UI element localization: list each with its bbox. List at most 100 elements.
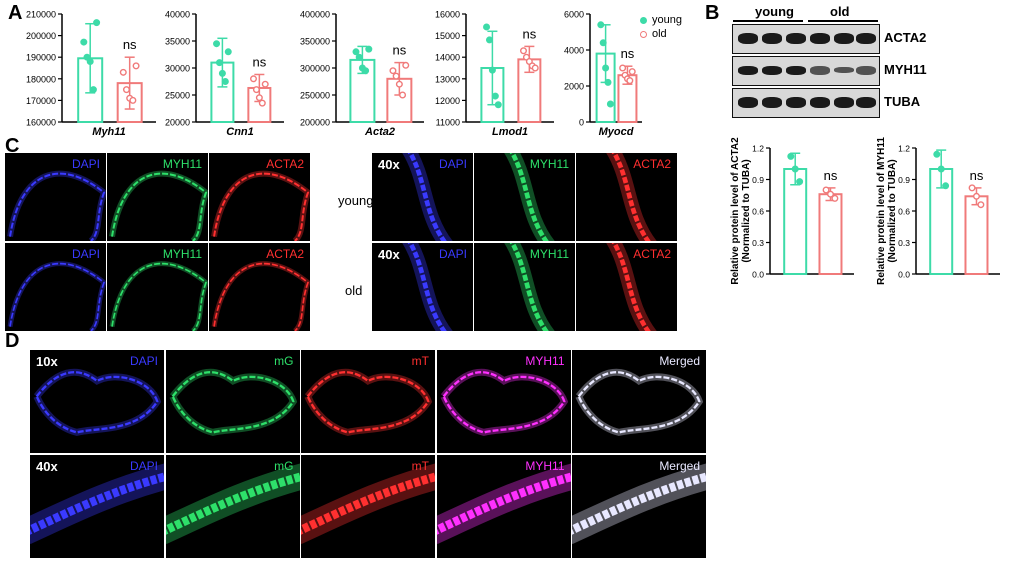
y-tick-label: 0.6	[898, 207, 910, 217]
data-point	[224, 48, 232, 56]
data-point	[129, 96, 137, 104]
micrograph-image	[211, 261, 310, 331]
chart-svg: 160000 170000 180000 190000 200000 210000 ns My…	[26, 10, 156, 138]
channel-label: mG	[274, 354, 294, 368]
micrograph-myh11: MYH11	[436, 350, 571, 453]
data-point	[355, 53, 363, 61]
blot-band	[810, 32, 830, 44]
chart-svg: 0.0 0.3 0.6 0.9 1.2 ns Relative protein level …	[876, 137, 1000, 285]
tissue-wall	[442, 371, 566, 434]
chart-svg: 20000 25000 30000 35000 40000 ns Cnn1	[165, 10, 284, 138]
y-tick-label: 0.3	[898, 238, 910, 248]
significance-label: ns	[392, 43, 406, 58]
significance-label: ns	[621, 46, 635, 61]
channel-label: MYH11	[162, 247, 202, 261]
bar-old	[818, 193, 843, 275]
micrograph-mt: mT	[301, 350, 435, 453]
tissue-wall	[572, 472, 706, 535]
bar-chart-acta2: 200000 250000 300000 350000 400000 ns Acta2	[290, 8, 430, 138]
channel-label: MYH11	[529, 157, 569, 171]
micrograph-dapi: DAPI 40x	[372, 153, 473, 241]
data-point	[485, 36, 493, 44]
data-point	[362, 67, 370, 75]
data-point	[392, 72, 400, 80]
data-point	[261, 80, 269, 88]
data-point	[604, 78, 612, 86]
channel-label: DAPI	[438, 157, 467, 171]
micrograph-myh11: MYH11	[474, 153, 575, 241]
tissue-wall	[35, 371, 159, 434]
legend-old: old	[640, 28, 667, 40]
micrograph-myh11: MYH11	[474, 243, 575, 331]
data-point	[628, 68, 636, 76]
micrograph-dapi: DAPI	[5, 243, 106, 331]
tissue-wall	[611, 153, 652, 241]
micrograph-image	[211, 170, 310, 241]
y-axis-label: Relative protein level of ACTA2	[730, 137, 741, 285]
legend-young-marker	[640, 16, 647, 24]
data-point	[122, 86, 130, 94]
data-point	[213, 40, 221, 48]
data-point	[93, 19, 101, 27]
legend-young: young	[640, 14, 682, 26]
blot-band	[786, 96, 806, 108]
y-tick-label: 0.0	[898, 270, 910, 280]
tissue-wall	[509, 153, 550, 241]
y-axis-label-2: (Normalized to TUBA)	[741, 159, 752, 262]
magnification-label: 40x	[378, 247, 400, 262]
blot-band	[762, 32, 782, 44]
data-point	[599, 39, 607, 47]
channel-label: MYH11	[529, 247, 569, 261]
micrograph-mt: mT	[301, 455, 435, 558]
y-tick-label: 13000	[435, 74, 460, 84]
data-point	[942, 182, 950, 190]
tissue-wall	[171, 371, 295, 434]
significance-label: ns	[522, 26, 536, 41]
data-point	[519, 47, 527, 55]
data-point	[791, 165, 799, 173]
y-tick-label: 250000	[300, 91, 330, 101]
channel-label: mT	[411, 354, 429, 368]
legend-old-label: old	[652, 28, 667, 40]
chart-svg: 200000 250000 300000 350000 400000 ns Acta2	[300, 10, 424, 138]
tissue-wall	[111, 262, 207, 331]
channel-label: DAPI	[71, 157, 100, 171]
tissue-wall	[407, 153, 448, 241]
data-point	[89, 86, 97, 94]
tissue-wall	[306, 371, 430, 434]
channel-label: DAPI	[129, 459, 158, 473]
y-tick-label: 6000	[564, 10, 584, 20]
micrograph-image	[575, 368, 704, 437]
data-point	[258, 99, 266, 107]
y-tick-label: 15000	[435, 31, 460, 41]
tissue-wall	[436, 472, 571, 535]
y-tick-label: 14000	[435, 53, 460, 63]
data-point	[215, 59, 223, 67]
y-tick-label: 4000	[564, 46, 584, 56]
blot-band	[762, 65, 782, 75]
bar-chart-myocd: 0 2000 4000 6000 ns Myocd	[560, 8, 690, 138]
blot-band	[786, 32, 806, 44]
channel-label: DAPI	[71, 247, 100, 261]
data-point	[132, 62, 140, 70]
panel-letter-d: D	[5, 330, 20, 352]
gene-label: Lmod1	[492, 126, 528, 138]
data-point	[933, 150, 941, 158]
data-point	[822, 186, 830, 194]
micrograph-image	[402, 243, 453, 331]
tissue-wall	[9, 172, 106, 241]
micrograph-dapi: DAPI 40x	[372, 243, 473, 331]
channel-label: ACTA2	[266, 247, 304, 261]
channel-label: DAPI	[129, 354, 158, 368]
channel-label: ACTA2	[633, 247, 671, 261]
tissue-wall	[9, 262, 105, 331]
channel-label: Merged	[659, 459, 700, 473]
data-point	[389, 67, 397, 75]
significance-label: ns	[970, 168, 984, 183]
wb-old-label: old	[830, 4, 850, 19]
data-point	[119, 68, 127, 76]
y-tick-label: 170000	[26, 96, 56, 106]
gene-label: Myh11	[92, 126, 125, 138]
blot-band	[834, 32, 854, 44]
legend-young-label: young	[652, 14, 682, 26]
